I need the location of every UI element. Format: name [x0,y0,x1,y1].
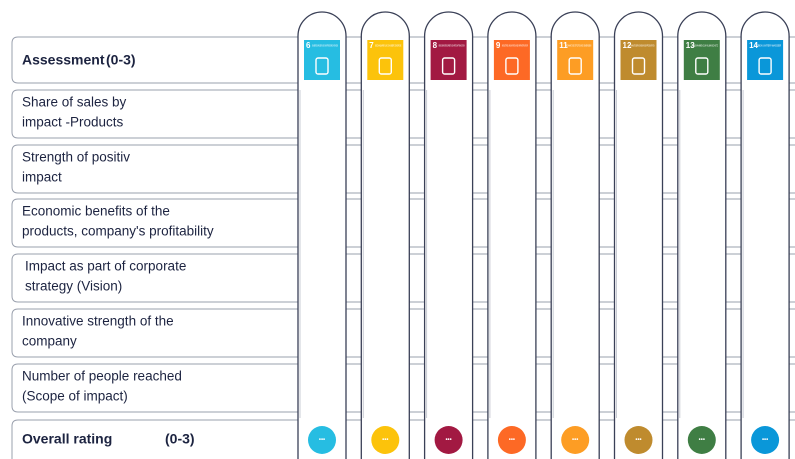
sdg-pictogram [505,57,519,75]
goal-column [487,11,537,459]
header-title: Assessment [22,52,105,68]
sdg-pictogram [568,57,582,75]
goal-column [613,11,664,459]
sdg-label: SAUBERES WASSER UND SANITÄRE EINRICHTUNG… [312,44,338,48]
rating-circle [624,426,653,454]
sdg-number: 13 [686,41,695,50]
rating-circle [561,426,590,454]
sdg-pictogram [631,57,646,75]
rating-circle [497,426,526,454]
sdg-number: 8 [433,41,438,50]
sdg-pictogram [315,57,329,75]
sdg-label: MENSCHENWÜRDIGE ARBEIT UND WIRTSCHAFTSWA… [439,44,465,48]
rating-dots: ••• [762,438,768,444]
rating-dots: ••• [319,438,325,444]
sdg-pictogram [441,57,456,75]
rating-dots: ••• [445,438,451,444]
goal-column [740,11,790,459]
sdg-label: NACHHALTIGE/R KONSUM UND PRODUKTION [629,44,655,48]
sdg-label: INDUSTRIE, INNOVATION UND INFRASTRUKTUR [502,44,528,48]
rating-circle [371,426,400,454]
row-label: impact [22,170,62,185]
row-label: (Scope of impact) [22,389,128,404]
row-label: Economic benefits of the [22,204,170,219]
footer-scale: (0-3) [165,431,195,447]
row-label: strategy (Vision) [25,279,122,294]
rating-circle [751,426,780,454]
sdg-pictogram [378,57,392,75]
rating-dots: ••• [572,438,578,444]
goal-column [423,11,474,459]
sdg-label: MASSNAHMEN ZUM KLIMASCHUTZ [692,44,718,48]
rating-circle [308,426,336,454]
goal-column [360,11,410,459]
goal-column [297,11,347,459]
row-label: Innovative strength of the [22,314,174,329]
row-label: products, company's profitability [22,224,214,239]
sdg-pictogram [758,57,772,75]
sdg-number: 6 [306,41,311,50]
row-label: Strength of positiv [22,150,130,165]
rating-dots: ••• [509,438,515,444]
rating-dots: ••• [382,438,388,444]
sdg-number: 14 [749,41,758,50]
sdg-label: NACHHALTIGE STÄDTE UND GEMEINDEN [565,44,591,48]
goal-column [677,11,727,459]
sdg-number: 11 [559,41,568,50]
rating-circle [434,426,463,454]
row-label: impact -Products [22,115,124,130]
sdg-label: LEBEN UNTER WASSER [755,44,781,48]
goal-column [550,11,600,459]
sdg-label: BEZAHLBARE UND SAUBERE ENERGIE [375,44,401,48]
sdg-number: 7 [369,41,374,50]
row-label: Impact as part of corporate [25,259,186,274]
footer-title: Overall rating [22,431,112,447]
rating-circle [687,426,716,454]
row-label: company [22,334,77,349]
sdg-number: 12 [623,41,632,50]
row-label: Number of people reached [22,369,182,384]
header-scale: (0-3) [106,52,136,68]
sdg-pictogram [695,57,709,75]
rating-dots: ••• [635,438,641,444]
sdg-number: 9 [496,41,501,50]
row-label: Share of sales by [22,95,127,110]
rating-dots: ••• [699,438,705,444]
